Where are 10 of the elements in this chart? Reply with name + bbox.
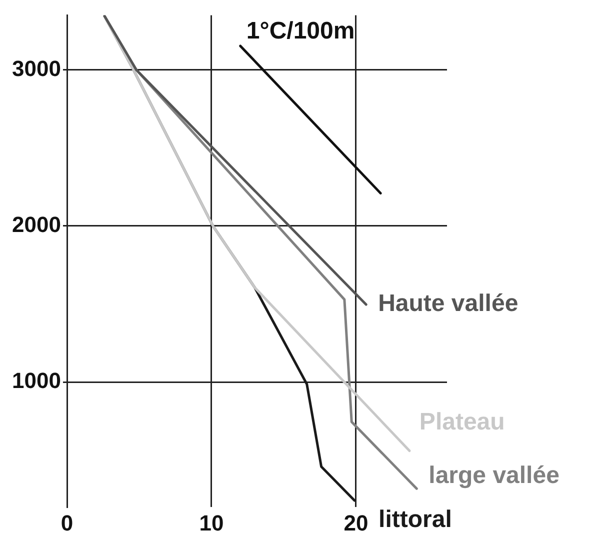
series-label: large vallée — [428, 462, 560, 490]
y-tick-label: 3000 — [12, 56, 61, 81]
series-label: littoral — [378, 506, 452, 534]
x-tick-label: 10 — [199, 510, 224, 536]
x-tick-label: 0 — [60, 510, 74, 536]
y-tick-label: 1000 — [12, 368, 61, 394]
series-label: Haute vallée — [378, 290, 518, 318]
annotation: 1°C/100m — [246, 18, 355, 45]
x-tick-label: 20 — [344, 510, 368, 536]
y-tick-label: 2000 — [12, 212, 61, 238]
